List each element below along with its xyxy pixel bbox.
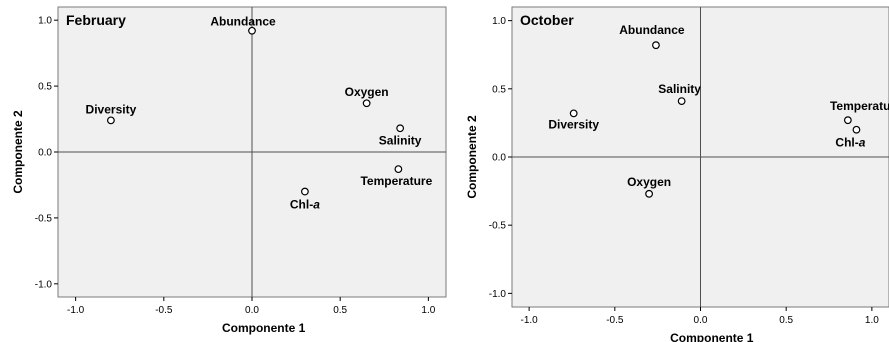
point-oxygen — [645, 189, 653, 198]
point-chl-a — [301, 187, 309, 196]
panel-title: February — [66, 12, 126, 28]
y-tick-label: 0.0 — [38, 148, 52, 159]
x-tick-label: 0.0 — [694, 315, 708, 326]
point-label-chl-a: Chl-a — [835, 136, 865, 150]
y-tick-label: 0.5 — [38, 82, 52, 93]
point-diversity — [569, 109, 578, 118]
point-label-salinity: Salinity — [379, 133, 422, 147]
y-tick-label: -0.5 — [489, 221, 507, 232]
panel-title: October — [520, 12, 574, 28]
y-tick-label: 0.0 — [492, 153, 506, 164]
point-label-abundance: Abundance — [619, 23, 685, 37]
y-tick-label: 1.0 — [38, 16, 52, 27]
point-salinity — [677, 97, 686, 105]
x-tick-label: -0.5 — [606, 315, 624, 326]
x-tick-label: 0.0 — [245, 305, 259, 316]
point-diversity — [107, 116, 115, 125]
x-tick-label: 0.5 — [779, 315, 793, 326]
x-axis-title: Componente 1 — [222, 321, 306, 335]
point-label-diversity: Diversity — [548, 117, 599, 131]
point-label-salinity: Salinity — [658, 82, 701, 96]
point-temperature — [843, 116, 852, 125]
point-label-temperature: Temperature — [830, 99, 889, 113]
y-tick-label: 0.5 — [492, 84, 506, 95]
point-label-diversity: Diversity — [86, 102, 137, 116]
point-salinity — [396, 124, 405, 133]
point-label-abundance: Abundance — [210, 15, 276, 29]
y-axis-title: Componente 2 — [11, 110, 25, 194]
y-tick-label: -0.5 — [35, 213, 53, 224]
point-label-temperature: Temperature — [360, 174, 432, 188]
point-temperature — [394, 165, 403, 174]
point-label-oxygen: Oxygen — [627, 175, 671, 189]
point-chl-a — [852, 125, 861, 134]
x-tick-label: 1.0 — [421, 305, 435, 316]
point-abundance — [248, 26, 256, 35]
february-panel: -1.0 -0.5 0.0 0.5 1.0 -1.0 -0.5 0.0 0.5 1.0 Compon… — [11, 6, 447, 335]
x-tick-label: 0.5 — [333, 305, 347, 316]
october-panel: -1.0 -0.5 0.0 0.5 1.0 -1.0 -0.5 0.0 0.5 1.0 Compon… — [465, 6, 889, 342]
x-tick-label: -0.5 — [155, 305, 173, 316]
x-tick-label: -1.0 — [67, 305, 85, 316]
y-tick-label: 1.0 — [492, 16, 506, 27]
point-abundance — [652, 41, 660, 50]
x-tick-label: -1.0 — [521, 315, 539, 326]
x-tick-label: 1.0 — [865, 315, 879, 326]
x-axis-title: Componente 1 — [670, 331, 754, 342]
point-oxygen — [362, 99, 371, 108]
point-label-chl-a: Chl-a — [290, 198, 320, 212]
y-tick-label: -1.0 — [35, 279, 53, 290]
point-label-oxygen: Oxygen — [345, 85, 389, 99]
y-axis-title: Componente 2 — [465, 115, 479, 199]
y-tick-label: -1.0 — [489, 289, 507, 300]
